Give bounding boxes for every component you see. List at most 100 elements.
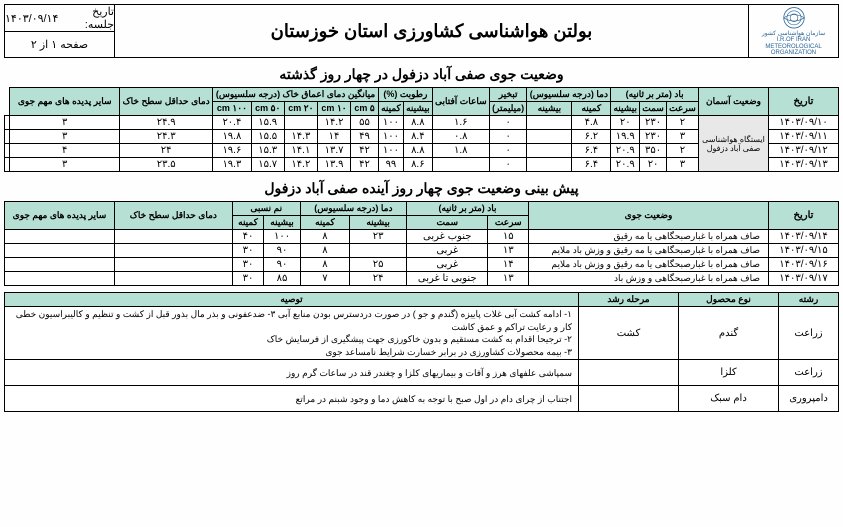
h-s5: ۵ cm <box>351 102 379 116</box>
fc-ws: ۱۵ <box>488 230 529 244</box>
h-tmin: کمینه <box>572 102 611 116</box>
fc-tmax <box>350 244 407 258</box>
past-cell: ۳۵۰ <box>640 144 667 158</box>
fc-wd: غربی <box>407 244 488 258</box>
past-cell: ۲۰ <box>640 158 667 172</box>
fc-tms <box>115 272 233 286</box>
past-cell: ۴۹ <box>351 130 379 144</box>
fc-wd: جنوب غربی <box>407 230 488 244</box>
fc-tmax: ۲۴ <box>350 272 407 286</box>
past-cell: ۱۳.۷ <box>317 144 350 158</box>
h-tmax: بیشینه <box>527 102 572 116</box>
past-cell: ۲۰.۹ <box>611 158 640 172</box>
fc-tmin: ۷ <box>300 272 349 286</box>
h-evap: تبخیر <box>489 88 526 102</box>
org-en1: I.R.OF IRAN <box>762 37 825 44</box>
fc-rmax: ۱۰۰ <box>264 230 300 244</box>
past-cell: ۰.۸ <box>432 130 489 144</box>
fc-tms <box>115 230 233 244</box>
past-cell: ۱۴.۲ <box>284 158 317 172</box>
fc-tmin: ۸ <box>300 230 349 244</box>
past-cell <box>527 144 572 158</box>
past-cell: ۶.۴ <box>572 144 611 158</box>
h-ws: سرعت <box>666 102 698 116</box>
fc-cond: صاف همراه با غبارصبحگاهی یا مه رقیق <box>529 230 769 244</box>
h-s20: ۲۰ cm <box>284 102 317 116</box>
h-soil: میانگین دمای اعماق خاک (درجه سلسیوس) <box>213 88 379 102</box>
bulletin-title: بولتن هواشناسی کشاورزی استان خوزستان <box>115 21 748 42</box>
fc-ph <box>5 230 115 244</box>
past-cell <box>527 116 572 130</box>
fc-date: ۱۴۰۳/۰۹/۱۴ <box>769 230 839 244</box>
c-field: رشته <box>779 293 839 307</box>
h-hmx: بیشینه <box>403 102 432 116</box>
past-cell: ۱۴۰۳/۰۹/۱۰ <box>769 116 839 130</box>
meteorology-logo <box>777 5 811 31</box>
past-cell: ۴.۸ <box>572 116 611 130</box>
past-cell: ایستگاه هواشناسی صفی آباد دزفول <box>699 116 769 172</box>
fc-date: ۱۴۰۳/۰۹/۱۶ <box>769 258 839 272</box>
past-cell <box>5 158 10 172</box>
h-s100: ۱۰۰ cm <box>213 102 251 116</box>
past-cell: ۱۰۰ <box>378 130 403 144</box>
logo-cell: سازمان هواشناسی کشور I.R.OF IRAN METEORO… <box>748 5 838 57</box>
h-date: تاریخ <box>769 88 839 116</box>
past-cell: ۳ <box>10 116 120 130</box>
org-en3: ORGANIZATION <box>762 50 825 57</box>
fc-rmin: ۴۰ <box>232 230 264 244</box>
past-cell: ۱۴۰۳/۰۹/۱۳ <box>769 158 839 172</box>
past-cell <box>527 158 572 172</box>
past-cell: ۲۳۰ <box>640 116 667 130</box>
fc-ws: ۱۴ <box>488 258 529 272</box>
f-date: تاریخ <box>769 202 839 230</box>
past-cell: ۰ <box>489 144 526 158</box>
past-cell: ۱۴۰۳/۰۹/۱۱ <box>769 130 839 144</box>
past-cell: ۲۴ <box>120 144 213 158</box>
c-stage: مرحله رشد <box>579 293 679 307</box>
fc-tmax: ۲۳ <box>350 230 407 244</box>
past-cell <box>432 158 489 172</box>
past-title: وضعیت جوی صفی آباد دزفول در چهار روز گذش… <box>0 66 843 83</box>
past-cell: ۳ <box>10 158 120 172</box>
fc-tms <box>115 258 233 272</box>
crop-stage <box>579 386 679 412</box>
h-ph: سایر پدیده های مهم جوی <box>10 88 120 116</box>
h-wmx: بیشینه <box>611 102 640 116</box>
past-cell: ۸.۸ <box>403 144 432 158</box>
fc-ph <box>5 258 115 272</box>
past-cell: ۱۹.۳ <box>213 158 251 172</box>
past-cell: ۱۵.۹ <box>251 116 284 130</box>
crop-field: زراعت <box>779 307 839 360</box>
h-temp: دما (درجه سلسیوس) <box>527 88 611 102</box>
past-cell: ۱۴.۱ <box>284 144 317 158</box>
past-cell: ۲۰ <box>611 116 640 130</box>
past-table: تاریخ وضعیت آسمان باد (متر بر ثانیه) دما… <box>4 87 839 172</box>
h-tms: دمای حداقل سطح خاک <box>120 88 213 116</box>
past-cell: ۱۵.۷ <box>251 158 284 172</box>
past-cell: ۸.۴ <box>403 130 432 144</box>
h-hum: رطوبت (%) <box>378 88 432 102</box>
f-wind: باد (متر بر ثانیه) <box>407 202 529 216</box>
fc-rmin: ۳۰ <box>232 272 264 286</box>
f-ph: سایر پدیده های مهم جوی <box>5 202 115 230</box>
fc-rmax: ۹۰ <box>264 244 300 258</box>
past-cell: ۲۴.۳ <box>120 130 213 144</box>
fc-rmax: ۸۵ <box>264 272 300 286</box>
h-sky: وضعیت آسمان <box>699 88 769 116</box>
crop-crop: دام سبک <box>679 386 779 412</box>
past-cell: ۱۵.۳ <box>251 144 284 158</box>
f-cond: وضعیت جوی <box>529 202 769 230</box>
past-cell: ۰ <box>489 130 526 144</box>
past-cell: ۰ <box>489 116 526 130</box>
past-cell: ۶.۲ <box>572 130 611 144</box>
f-wd: سمت <box>407 216 488 230</box>
date-label: تاریخ جلسه: <box>61 5 114 31</box>
h-wind: باد (متر بر ثانیه) <box>611 88 699 102</box>
past-cell: ۱.۸ <box>432 144 489 158</box>
past-cell: ۲۳.۵ <box>120 158 213 172</box>
forecast-table: تاریخ وضعیت جوی باد (متر بر ثانیه) دما (… <box>4 201 839 286</box>
past-cell: ۲ <box>666 116 698 130</box>
h-s50: ۵۰ cm <box>251 102 284 116</box>
meta-cell: تاریخ جلسه: ۱۴۰۳/۰۹/۱۴ صفحه ۱ از ۲ <box>5 5 115 57</box>
past-cell: ۱۳.۹ <box>317 158 350 172</box>
